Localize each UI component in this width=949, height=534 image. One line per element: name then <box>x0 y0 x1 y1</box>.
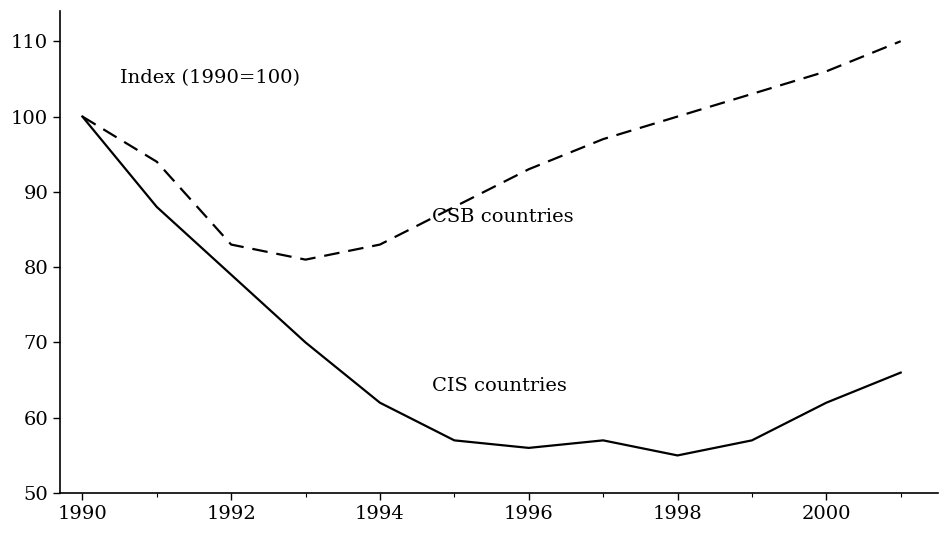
Text: CIS countries: CIS countries <box>432 378 567 395</box>
Text: CSB countries: CSB countries <box>432 208 573 226</box>
Text: Index (1990=100): Index (1990=100) <box>120 69 300 87</box>
